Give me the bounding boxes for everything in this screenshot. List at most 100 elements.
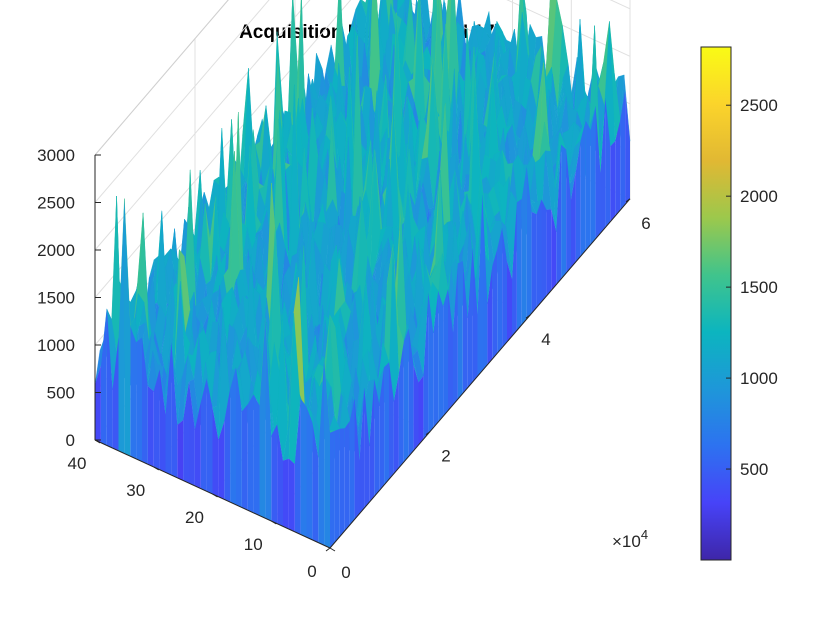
- surface-skirt: [374, 379, 380, 497]
- x-tick-label: 2: [441, 447, 450, 466]
- surface-skirt: [247, 394, 254, 513]
- surface-skirt: [472, 248, 478, 382]
- surface-skirt: [403, 328, 409, 463]
- surface-skirt: [171, 342, 178, 478]
- surface-skirt: [330, 430, 335, 548]
- surface-skirt: [165, 342, 172, 476]
- surface-skirt: [95, 365, 101, 443]
- surface-skirt: [147, 386, 154, 467]
- surface-skirt: [318, 358, 325, 546]
- surface-skirt: [236, 367, 242, 508]
- x-exponent-label: ×104: [612, 527, 648, 551]
- surface-skirt: [566, 149, 571, 274]
- surface-skirt: [389, 362, 394, 480]
- surface-skirt: [354, 397, 360, 520]
- surface-skirt: [124, 198, 131, 457]
- surface-skirt: [288, 458, 295, 532]
- surface-skirt: [448, 289, 453, 411]
- y-tick-label: 20: [185, 508, 204, 527]
- x-tick-mark: [325, 547, 331, 552]
- colorbar-gradient: [700, 46, 732, 561]
- surface-skirt: [339, 428, 345, 537]
- surface-skirt: [283, 458, 289, 530]
- surface-skirt: [398, 341, 404, 468]
- surface-skirt: [561, 144, 567, 279]
- surface-skirt: [595, 106, 601, 239]
- x-tick-label: 6: [641, 214, 650, 233]
- surface-skirt: [118, 198, 125, 454]
- surface-skirt: [492, 249, 498, 360]
- surface-skirt: [224, 389, 231, 503]
- surface-skirt: [112, 337, 119, 451]
- y-tick-label: 0: [307, 562, 316, 581]
- surface-skirt: [428, 292, 434, 434]
- colorbar-tick-label: 1500: [740, 278, 778, 297]
- surface-skirt: [512, 202, 517, 337]
- surface-skirt: [423, 292, 429, 440]
- surface-skirt: [393, 373, 399, 474]
- z-tick-label: 1500: [37, 289, 75, 308]
- surface-skirt: [259, 318, 266, 519]
- surface-skirt: [585, 120, 591, 251]
- surface-skirt: [153, 369, 160, 470]
- surface-skirt: [610, 141, 616, 222]
- surface-skirt: [526, 166, 532, 319]
- y-tick-label: 10: [244, 535, 263, 554]
- colorbar-tick-label: 500: [740, 460, 768, 479]
- x-exponent-power: 4: [641, 527, 648, 542]
- surface-skirt: [502, 227, 507, 348]
- surface-skirt: [349, 397, 355, 526]
- surface-skirt: [605, 98, 611, 228]
- y-tick-mark: [329, 547, 336, 552]
- surface-skirt: [571, 170, 576, 268]
- z-tick-label: 0: [66, 431, 75, 450]
- surface-skirt: [294, 398, 301, 535]
- z-tick-label: 2500: [37, 194, 75, 213]
- x-tick-label: 0: [341, 563, 350, 582]
- surface-skirt: [130, 325, 137, 459]
- colorbar-tick-label: 2500: [740, 96, 778, 115]
- colorbar-tick-label: 1000: [740, 369, 778, 388]
- colorbar: 500 1000 1500 2000 2500: [700, 46, 778, 561]
- surface-skirt: [344, 421, 350, 531]
- surface-skirt: [384, 362, 389, 485]
- surface-skirt: [241, 404, 248, 511]
- surface-skirt: [590, 106, 596, 245]
- surface-skirt: [443, 289, 448, 417]
- x-tick-label: 4: [541, 330, 550, 349]
- surface-skirt: [359, 388, 365, 514]
- surface-skirt: [575, 139, 581, 262]
- surface-skirt: [418, 375, 424, 445]
- z-tick-label: 3000: [37, 146, 75, 165]
- surface-skirt: [312, 422, 319, 543]
- z-tick-label: 2000: [37, 241, 75, 260]
- surface-skirt: [497, 227, 503, 354]
- surface-skirt: [546, 209, 552, 297]
- surface-skirt: [218, 421, 225, 500]
- x-tick-mark: [525, 314, 531, 319]
- surface-skirt: [364, 388, 370, 508]
- surface-skirt: [467, 248, 473, 388]
- surface-skirt: [477, 195, 483, 377]
- surface-plot: [94, 0, 631, 548]
- surface-skirt: [189, 381, 195, 486]
- surface-skirt: [379, 367, 385, 491]
- surface-skirt: [300, 398, 307, 538]
- axes-3d: 0 2 4 6 ×104 0 10 20 30 40 0 500 1000 1500 2000 2500 300…: [37, 146, 651, 582]
- surface-skirt: [100, 308, 107, 446]
- surface-skirt: [334, 428, 340, 543]
- surface-skirt: [408, 328, 414, 457]
- surface-skirt: [580, 120, 586, 257]
- surface-skirt: [438, 290, 444, 423]
- y-tick-mark: [153, 466, 160, 471]
- surface-skirt: [194, 402, 201, 489]
- surface-skirt: [521, 166, 527, 325]
- surface-skirt: [212, 407, 219, 497]
- surface-skirt: [453, 263, 458, 405]
- surface-skirt: [265, 318, 272, 521]
- y-tick-mark: [212, 493, 218, 498]
- x-axis-line: [329, 198, 631, 549]
- surface-skirt: [531, 211, 537, 314]
- surface-skirt: [230, 367, 236, 505]
- surface-skirt: [541, 199, 547, 302]
